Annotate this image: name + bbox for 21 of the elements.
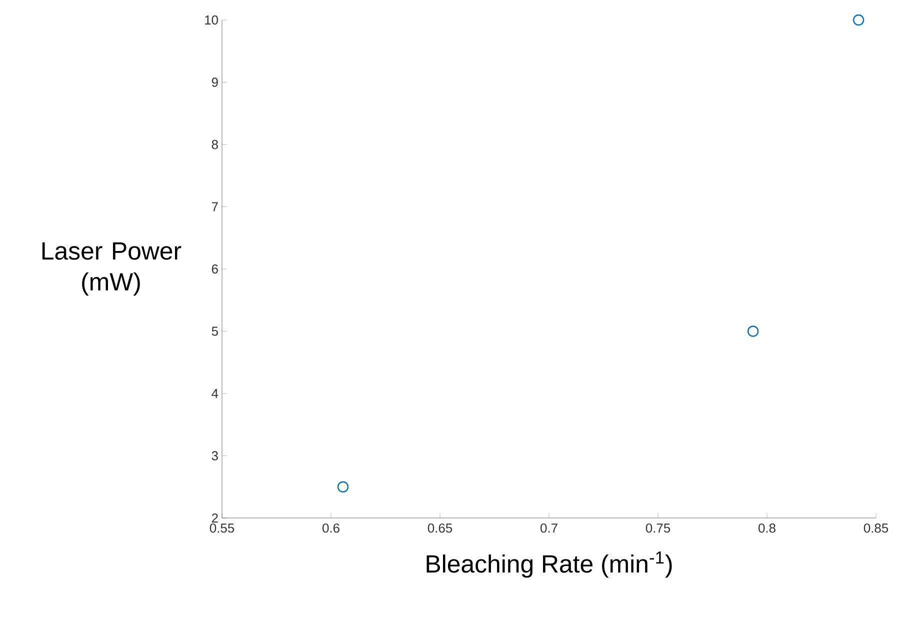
x-tick-label: 0.75 <box>646 524 670 533</box>
y-tick-label: 10 <box>205 15 218 25</box>
y-axis-title: Laser Power (mW) <box>42 242 182 296</box>
y-tick-label: 2 <box>212 513 218 523</box>
y-tick-label: 3 <box>212 451 218 460</box>
y-tick-label: 4 <box>212 389 218 398</box>
x-axis-title: Bleaching Rate (min$^{-1}$) <box>426 552 672 578</box>
y-tick-label: 5 <box>212 326 218 336</box>
point <box>747 326 759 337</box>
y-tick-label: 6 <box>212 264 218 274</box>
x-tick-label: 0.85 <box>864 524 888 533</box>
y-tick-label: 7 <box>212 202 218 212</box>
y-tick-label: 9 <box>212 78 218 87</box>
x-tick-label: 0.65 <box>428 524 452 533</box>
x-tick-label: 0.6 <box>322 524 340 533</box>
y-tick-label: 8 <box>212 140 218 150</box>
x-tick-label: 0.8 <box>758 524 776 533</box>
point <box>852 14 864 26</box>
x-tick-label: 0.7 <box>540 524 558 533</box>
point <box>337 481 349 492</box>
x-tick-label: 0.55 <box>210 524 234 533</box>
